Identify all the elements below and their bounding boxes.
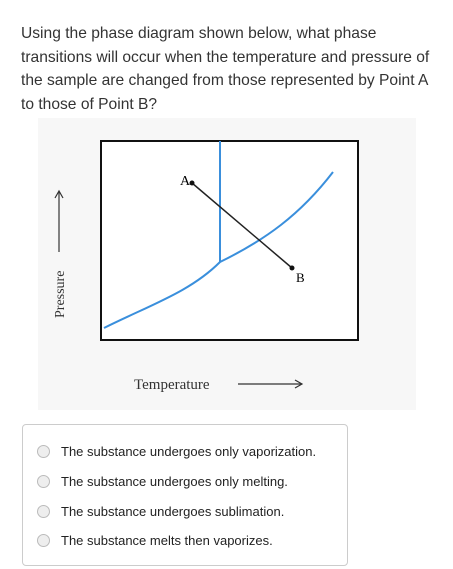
option-text: The substance undergoes sublimation. [61, 504, 285, 519]
radio[interactable] [37, 534, 50, 547]
axis-label: Pressure [53, 271, 68, 318]
option[interactable]: The substance undergoes only melting. [37, 474, 288, 489]
axis-arrow [294, 379, 304, 389]
question-line: transitions will occur when the temperat… [21, 48, 430, 66]
point-label: B [296, 270, 305, 285]
question: Using the phase diagram shown below, wha… [21, 22, 453, 116]
phase-diagram: A B Pressure Temperature [53, 140, 359, 393]
option-text: The substance undergoes only vaporizatio… [61, 444, 317, 459]
option[interactable]: The substance undergoes only vaporizatio… [37, 444, 316, 459]
path-line [191, 182, 293, 269]
point [189, 180, 195, 186]
point [289, 265, 295, 271]
option[interactable]: The substance undergoes sublimation. [37, 504, 284, 519]
options: The substance undergoes only vaporizatio… [22, 424, 348, 566]
diagram-frame [100, 140, 359, 341]
option-text: The substance undergoes only melting. [61, 474, 288, 489]
question-line: the sample are changed from those repres… [21, 72, 429, 89]
point-label: A [180, 174, 191, 189]
option[interactable]: The substance melts then vaporizes. [37, 533, 273, 548]
axis-arrow [54, 189, 64, 199]
question-line: to those of Point B? [21, 95, 158, 113]
radio[interactable] [37, 475, 50, 488]
option-text: The substance melts then vaporizes. [61, 533, 273, 548]
radio[interactable] [37, 445, 50, 458]
axis-label: Temperature [134, 377, 210, 393]
radio[interactable] [37, 505, 50, 518]
question-line: Using the phase diagram shown below, wha… [21, 25, 377, 42]
